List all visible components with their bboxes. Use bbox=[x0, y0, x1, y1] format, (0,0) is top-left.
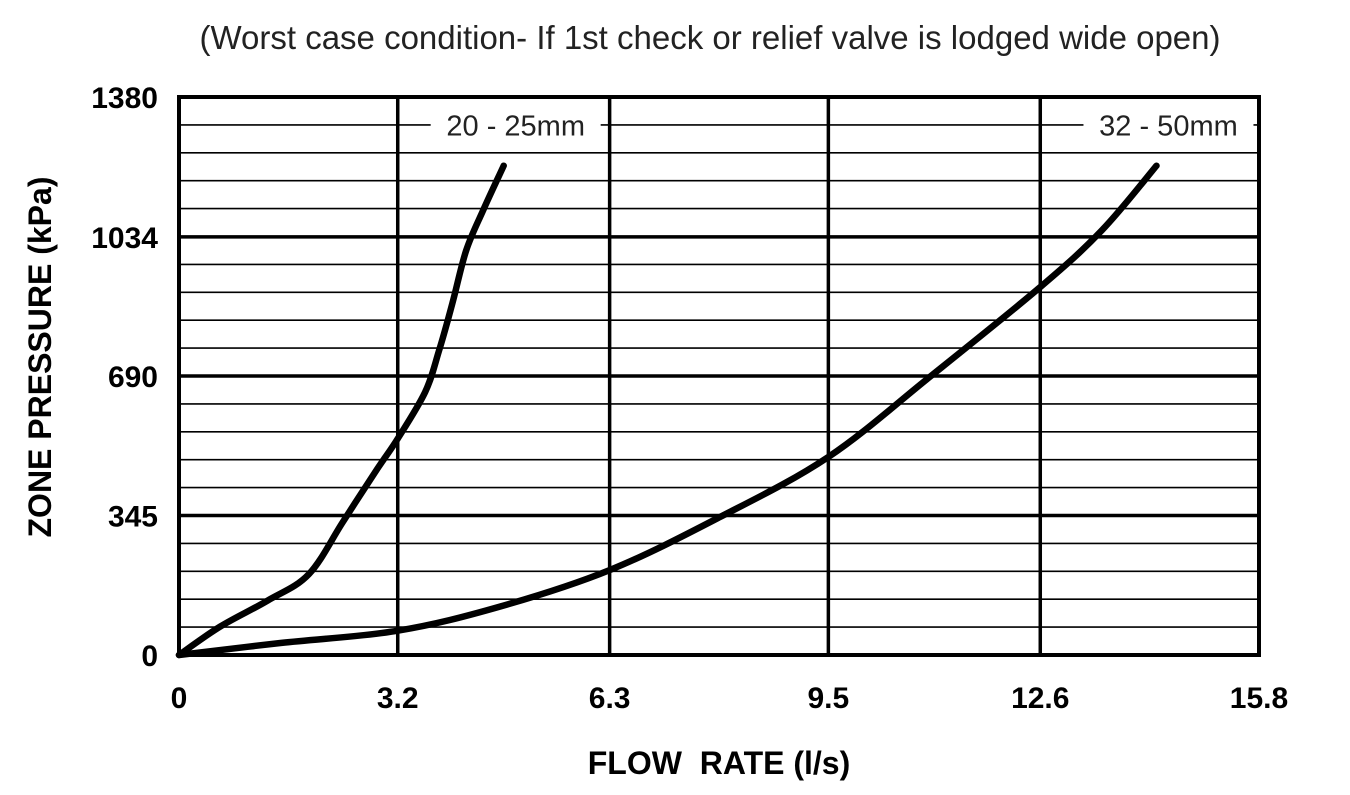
y-tick-label: 345 bbox=[108, 501, 158, 534]
x-axis-title: FLOW RATE (l/s) bbox=[588, 745, 850, 781]
series-label-background bbox=[1083, 109, 1254, 144]
y-tick-label: 0 bbox=[141, 640, 158, 673]
y-axis-title: ZONE PRESSURE (kPa) bbox=[22, 177, 58, 538]
series-lines bbox=[175, 162, 1160, 659]
series-label-2: 32 - 50mm bbox=[1099, 111, 1238, 143]
y-axis-ticks: 0 345 690 1034 1380 bbox=[91, 82, 158, 673]
series-label-background bbox=[430, 109, 601, 144]
x-tick-label: 3.2 bbox=[377, 682, 419, 715]
series-line-2 bbox=[175, 162, 1160, 659]
x-tick-label: 12.6 bbox=[1011, 682, 1069, 715]
x-tick-label: 6.3 bbox=[589, 682, 631, 715]
x-tick-label: 15.8 bbox=[1230, 682, 1288, 715]
y-tick-label: 690 bbox=[108, 361, 158, 394]
chart-subtitle: (Worst case condition- If 1st check or r… bbox=[199, 19, 1220, 56]
x-tick-label: 0 bbox=[171, 682, 188, 715]
grid bbox=[177, 95, 1261, 657]
series-label-1: 20 - 25mm bbox=[446, 111, 585, 143]
x-axis-ticks: 0 3.2 6.3 9.5 12.6 15.8 bbox=[171, 682, 1289, 715]
y-tick-label: 1034 bbox=[91, 222, 158, 255]
y-tick-label: 1380 bbox=[91, 82, 158, 115]
series-line-1 bbox=[175, 162, 507, 659]
x-tick-label: 9.5 bbox=[808, 682, 850, 715]
series-labels: 20 - 25mm 32 - 50mm bbox=[430, 109, 1254, 144]
plot-frame bbox=[177, 95, 1261, 657]
